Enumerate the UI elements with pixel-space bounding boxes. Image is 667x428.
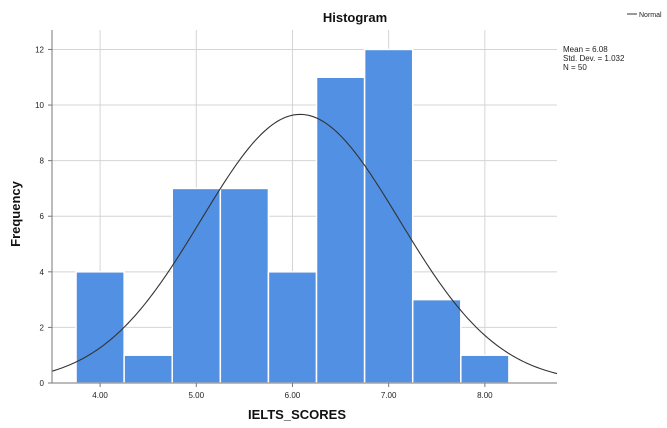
y-tick-label: 4 [40, 268, 45, 277]
stats-n: N = 50 [563, 63, 587, 72]
x-axis-title: IELTS_SCORES [248, 407, 346, 422]
stats-mean: Mean = 6.08 [563, 45, 608, 54]
histogram-bar [411, 298, 462, 384]
y-tick-label: 12 [35, 45, 44, 54]
histogram-bar [171, 187, 222, 384]
histogram-bar [315, 76, 366, 384]
x-tick-label: 7.00 [381, 391, 397, 400]
histogram-bar [460, 354, 510, 384]
histogram-bar [363, 48, 414, 384]
y-tick-label: 6 [40, 212, 45, 221]
y-tick-label: 2 [40, 323, 45, 332]
normal-curve [51, 113, 558, 375]
y-tick-label: 10 [35, 101, 44, 110]
normal-curve-layer [51, 113, 558, 375]
legend-label-normal: Normal [639, 12, 662, 19]
histogram-bar [267, 271, 318, 384]
y-tick-label: 0 [40, 379, 45, 388]
x-tick-label: 6.00 [285, 391, 301, 400]
legend: Normal [627, 12, 662, 19]
axes [51, 30, 557, 384]
histogram-bar [75, 271, 125, 384]
stats-std-dev: Std. Dev. = 1.032 [563, 54, 625, 63]
chart-title: Histogram [323, 10, 387, 25]
y-axis-title: Frequency [8, 180, 23, 247]
x-tick-label: 8.00 [477, 391, 493, 400]
histogram-bar [219, 187, 270, 384]
histogram-bar [123, 354, 173, 384]
stats-box: Mean = 6.08 Std. Dev. = 1.032 N = 50 [563, 45, 625, 72]
x-tick-label: 4.00 [92, 391, 108, 400]
tick-labels: 0 2 4 6 8 10 12 4.00 5.00 6.00 7.00 8.00 [35, 45, 493, 400]
x-tick-label: 5.00 [188, 391, 204, 400]
y-tick-label: 8 [40, 157, 45, 166]
histogram-bars [75, 48, 510, 384]
